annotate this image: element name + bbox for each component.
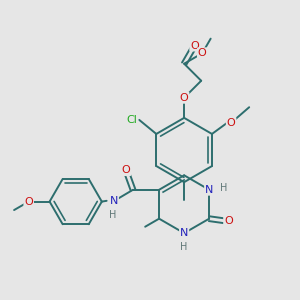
Text: O: O [224,216,233,226]
Text: Cl: Cl [127,115,137,125]
Text: O: O [180,93,188,103]
Text: N: N [110,196,118,206]
Text: H: H [181,242,188,252]
Text: O: O [198,48,207,58]
Text: N: N [205,185,213,195]
Text: H: H [110,210,117,220]
Text: O: O [122,165,130,175]
Text: N: N [180,228,188,238]
Text: H: H [220,183,227,193]
Text: O: O [24,196,33,207]
Text: O: O [227,118,236,128]
Text: O: O [190,40,199,51]
